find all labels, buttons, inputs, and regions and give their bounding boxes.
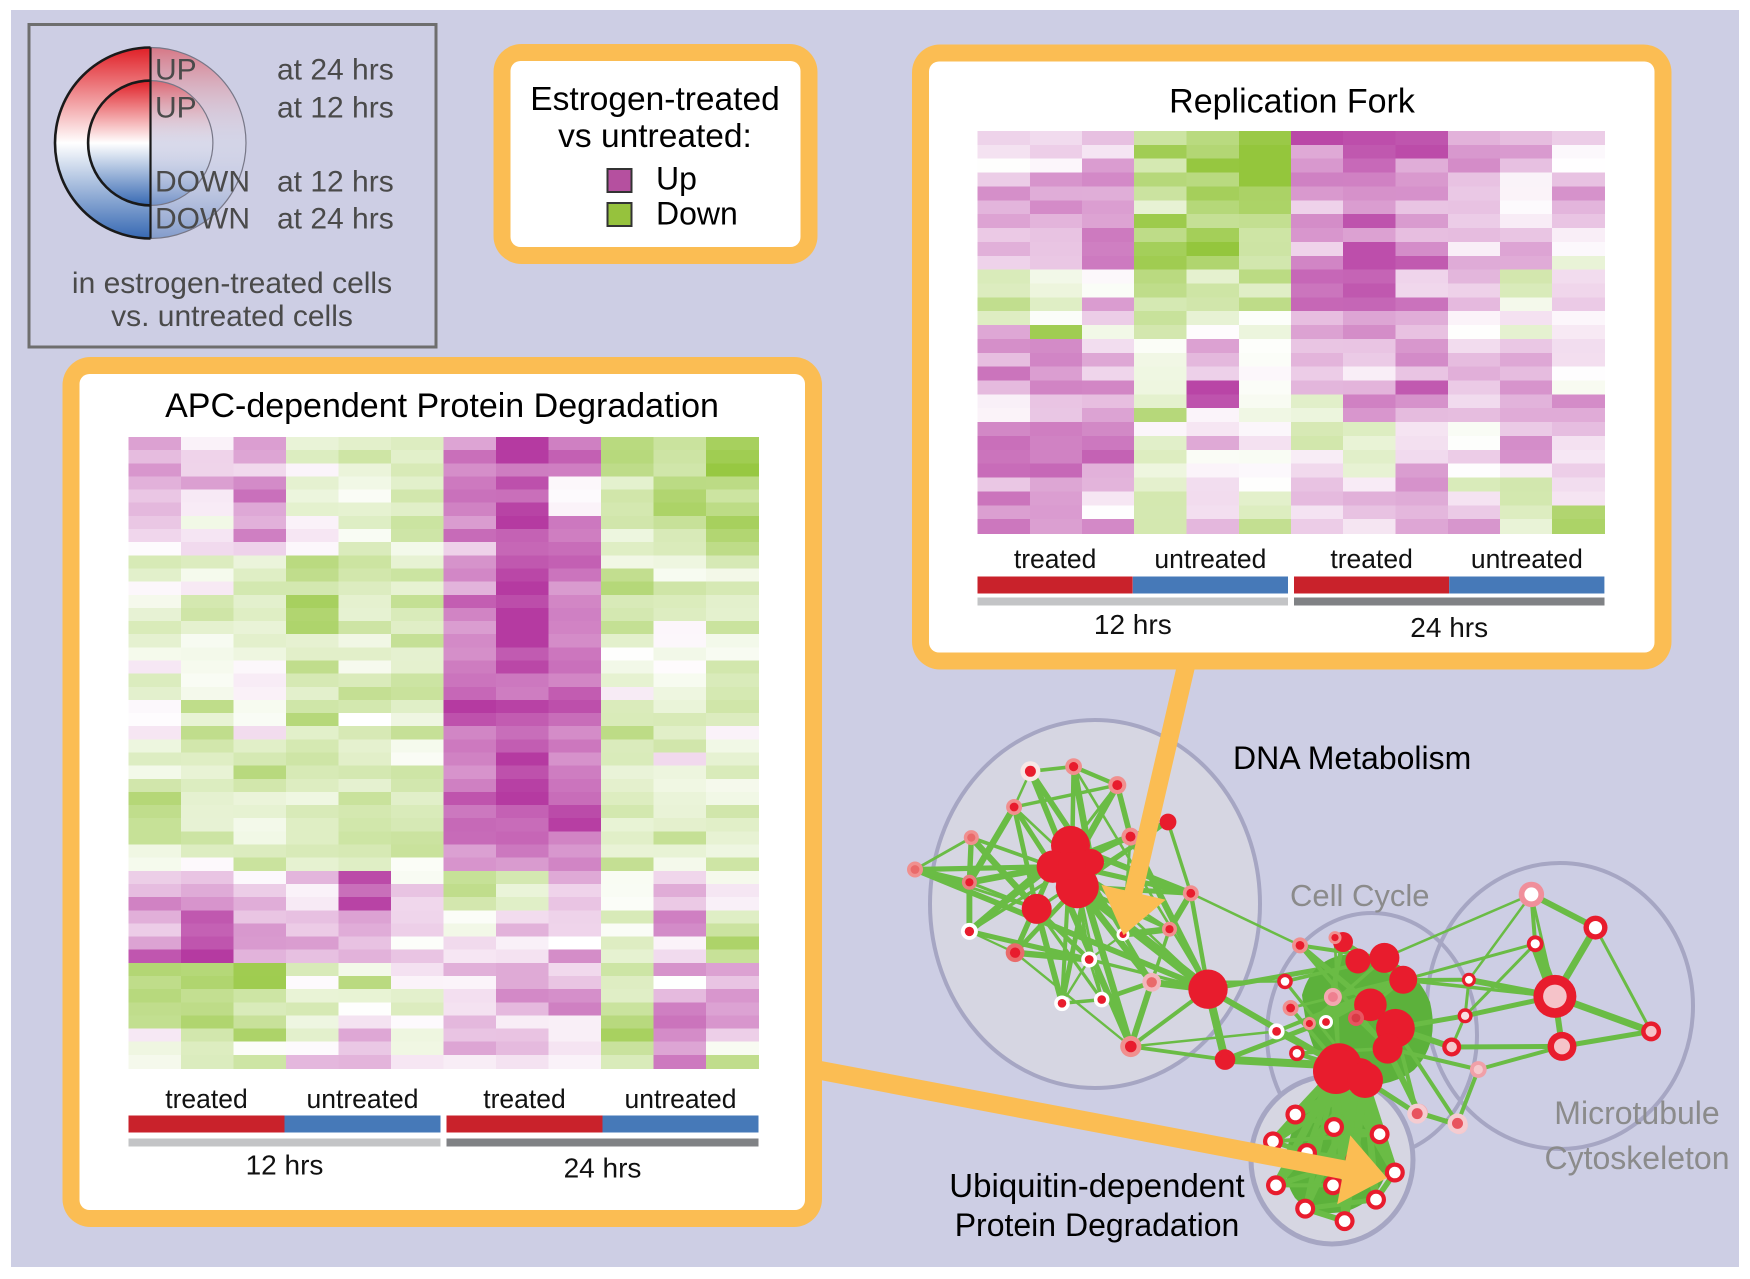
svg-text:at 12 hrs: at 12 hrs [277, 166, 394, 199]
svg-text:Ubiquitin-dependent: Ubiquitin-dependent [949, 1167, 1244, 1204]
svg-text:treated: treated [1014, 544, 1097, 574]
svg-text:at 12 hrs: at 12 hrs [277, 92, 394, 125]
svg-text:Microtubule: Microtubule [1554, 1095, 1719, 1131]
svg-text:vs untreated:: vs untreated: [558, 118, 752, 155]
svg-text:treated: treated [1330, 544, 1413, 574]
svg-text:at 24 hrs: at 24 hrs [277, 203, 394, 236]
svg-text:treated: treated [165, 1084, 248, 1114]
svg-text:Replication Fork: Replication Fork [1169, 83, 1416, 121]
svg-text:treated: treated [483, 1084, 566, 1114]
svg-text:untreated: untreated [625, 1084, 737, 1114]
svg-text:Protein Degradation: Protein Degradation [955, 1207, 1240, 1243]
svg-text:Cytoskeleton: Cytoskeleton [1545, 1140, 1730, 1176]
svg-text:Down: Down [656, 196, 738, 232]
svg-text:24 hrs: 24 hrs [564, 1153, 642, 1184]
svg-text:untreated: untreated [307, 1084, 419, 1114]
svg-text:in estrogen-treated cells: in estrogen-treated cells [72, 267, 392, 300]
svg-text:at 24 hrs: at 24 hrs [277, 54, 394, 87]
svg-text:UP: UP [155, 54, 197, 87]
svg-text:Cell Cycle: Cell Cycle [1290, 878, 1430, 913]
svg-text:untreated: untreated [1154, 544, 1266, 574]
svg-text:vs. untreated cells: vs. untreated cells [111, 300, 353, 333]
svg-text:UP: UP [155, 92, 197, 125]
svg-text:24 hrs: 24 hrs [1410, 612, 1488, 643]
svg-text:DOWN: DOWN [155, 166, 250, 199]
svg-text:APC-dependent Protein Degradat: APC-dependent Protein Degradation [165, 387, 719, 425]
svg-text:Up: Up [656, 161, 697, 197]
svg-text:DOWN: DOWN [155, 203, 250, 236]
svg-text:12 hrs: 12 hrs [246, 1150, 324, 1181]
svg-text:untreated: untreated [1471, 544, 1583, 574]
svg-text:Estrogen-treated: Estrogen-treated [530, 81, 780, 118]
svg-text:12 hrs: 12 hrs [1094, 609, 1172, 640]
svg-text:DNA Metabolism: DNA Metabolism [1233, 740, 1471, 776]
